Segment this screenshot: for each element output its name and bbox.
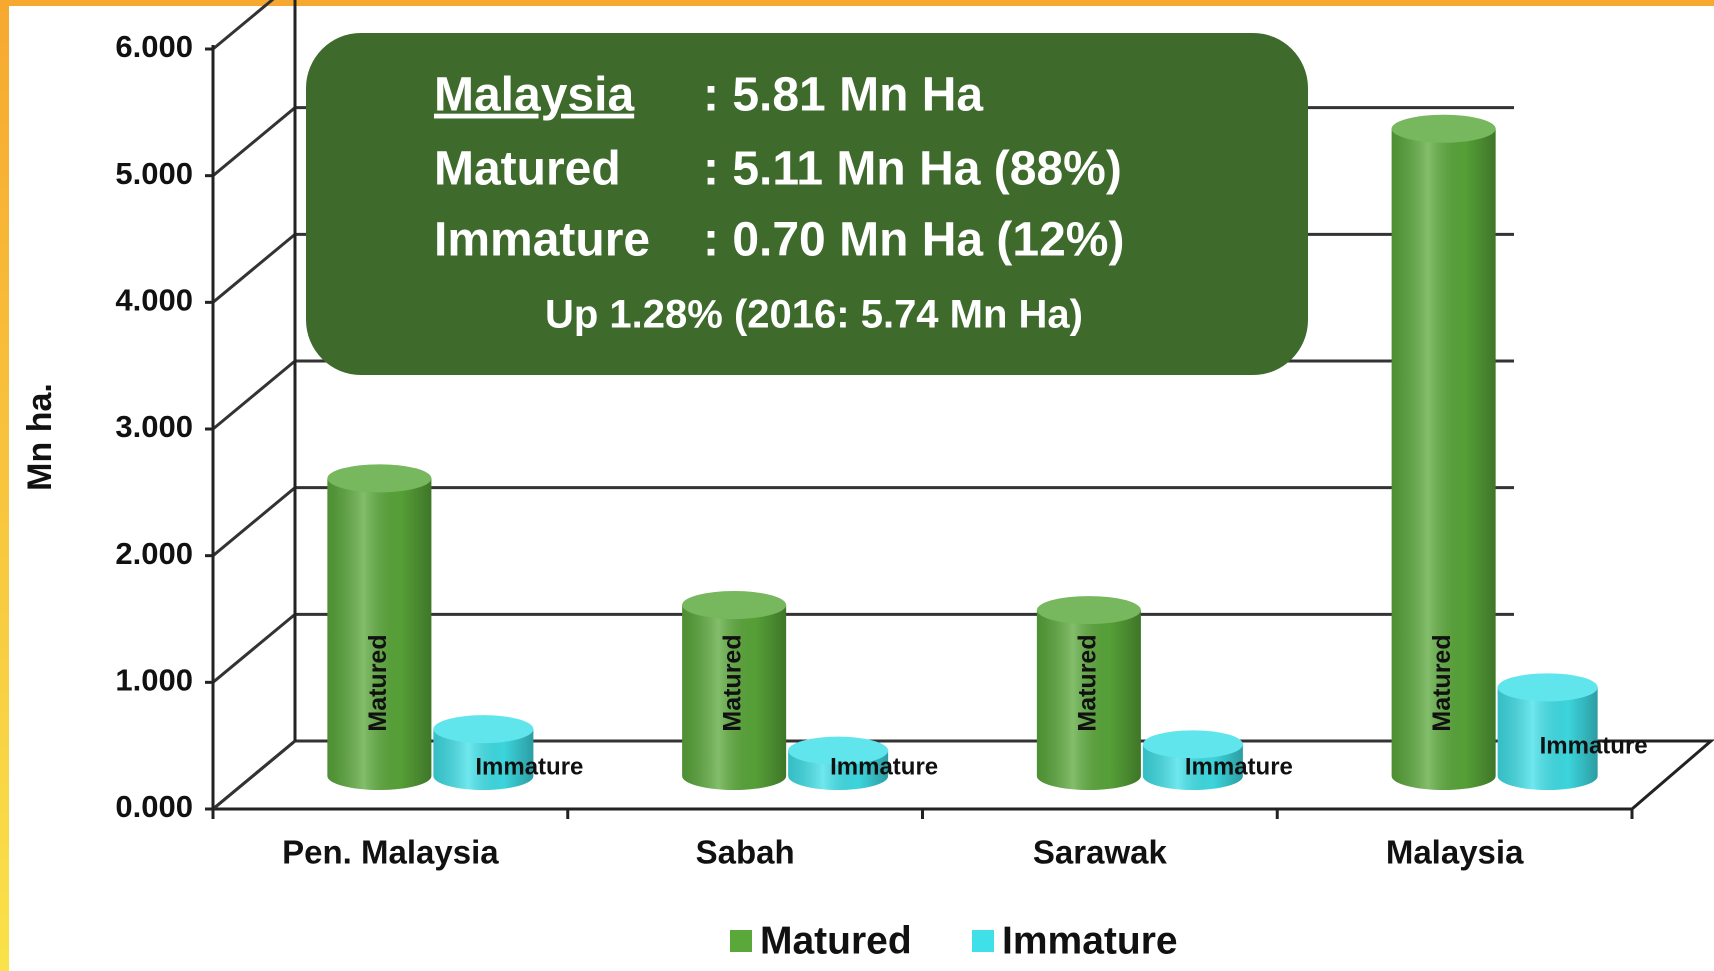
annotation-label: Immature	[434, 214, 650, 267]
frame-top	[0, 0, 1714, 6]
plot-area: 0.000 1.000 2.000 3.000 4.000 5.000 6.000 Pen. …	[115, 0, 1714, 962]
legend-label: Matured	[760, 919, 912, 962]
cylinder: Matured	[1391, 114, 1496, 790]
annotation: Malaysia : 5.81 Mn Ha Matured : 5.11 Mn Ha …	[306, 33, 1308, 375]
bar-top	[682, 591, 787, 619]
bar-top	[1142, 730, 1243, 759]
bar-top-shade	[1142, 730, 1243, 759]
bar-shade	[1036, 610, 1141, 790]
bar-label: Matured	[364, 634, 392, 731]
y-tick-label: 6.000	[115, 29, 193, 64]
frame-left	[0, 0, 9, 971]
bar-label: Matured	[1073, 634, 1101, 731]
bar-shade	[682, 605, 787, 790]
bar-shade	[1391, 128, 1496, 790]
y-tick-label: 2.000	[115, 536, 193, 571]
bar-shade	[327, 478, 432, 790]
bar-label: Immature	[475, 753, 583, 780]
bar-label: Matured	[1428, 634, 1456, 731]
bar-label: Immature	[830, 753, 938, 780]
annotation-label: Malaysia	[434, 69, 634, 122]
bar-top	[1497, 673, 1598, 702]
y-axis-title: Mn ha.	[21, 383, 59, 491]
x-tick-label: Pen. Malaysia	[282, 834, 499, 871]
cylinder: Immature	[1497, 673, 1648, 790]
bar-shade	[433, 729, 534, 790]
y-tick-label: 5.000	[115, 156, 193, 191]
annotation-text: : 5.11 Mn Ha (88%)	[703, 143, 1122, 196]
bar-top	[433, 715, 534, 744]
bar-top	[327, 464, 432, 493]
bar-top-shade	[327, 464, 432, 493]
x-tick-label: Sarawak	[1033, 834, 1168, 871]
cylinder: Immature	[788, 736, 938, 790]
annotation-label: Matured	[434, 143, 621, 196]
legend-swatch	[972, 930, 994, 952]
bar-top-shade	[1036, 596, 1141, 625]
bar-top	[1036, 596, 1141, 625]
grid-line	[212, 0, 275, 51]
bar-label: Immature	[1185, 753, 1293, 780]
cylinder: Matured	[682, 591, 787, 790]
x-tick-label: Sabah	[696, 834, 795, 871]
bar-top-shade	[788, 736, 889, 765]
legend-label: Immature	[1002, 919, 1178, 962]
y-tick-label: 3.000	[115, 409, 193, 444]
legend-swatch	[730, 930, 752, 952]
y-tick-label: 4.000	[115, 283, 193, 318]
cylinder: Immature	[1142, 730, 1293, 790]
annotation-text: : 0.70 Mn Ha (12%)	[703, 214, 1124, 267]
bar-top	[788, 736, 889, 765]
cylinder: Immature	[433, 715, 583, 790]
bar-top	[1391, 114, 1496, 143]
cylinder: Matured	[1036, 596, 1141, 790]
bar-top-shade	[433, 715, 534, 744]
annotation-note: Up 1.28% (2016: 5.74 Mn Ha)	[545, 293, 1083, 337]
x-tick-label: Malaysia	[1386, 834, 1524, 871]
annotation-text: : 5.81 Mn Ha	[703, 69, 983, 122]
bar-top-shade	[1391, 114, 1496, 143]
bar-label: Matured	[719, 634, 747, 731]
cylinder: Matured	[327, 464, 432, 790]
y-tick-label: 0.000	[115, 789, 193, 824]
annotation-box	[306, 33, 1308, 375]
y-tick-label: 1.000	[115, 663, 193, 698]
bar-top-shade	[1497, 673, 1598, 702]
bar-label: Immature	[1540, 733, 1648, 760]
bar-shade	[1497, 687, 1598, 790]
bar-top-shade	[682, 591, 787, 619]
